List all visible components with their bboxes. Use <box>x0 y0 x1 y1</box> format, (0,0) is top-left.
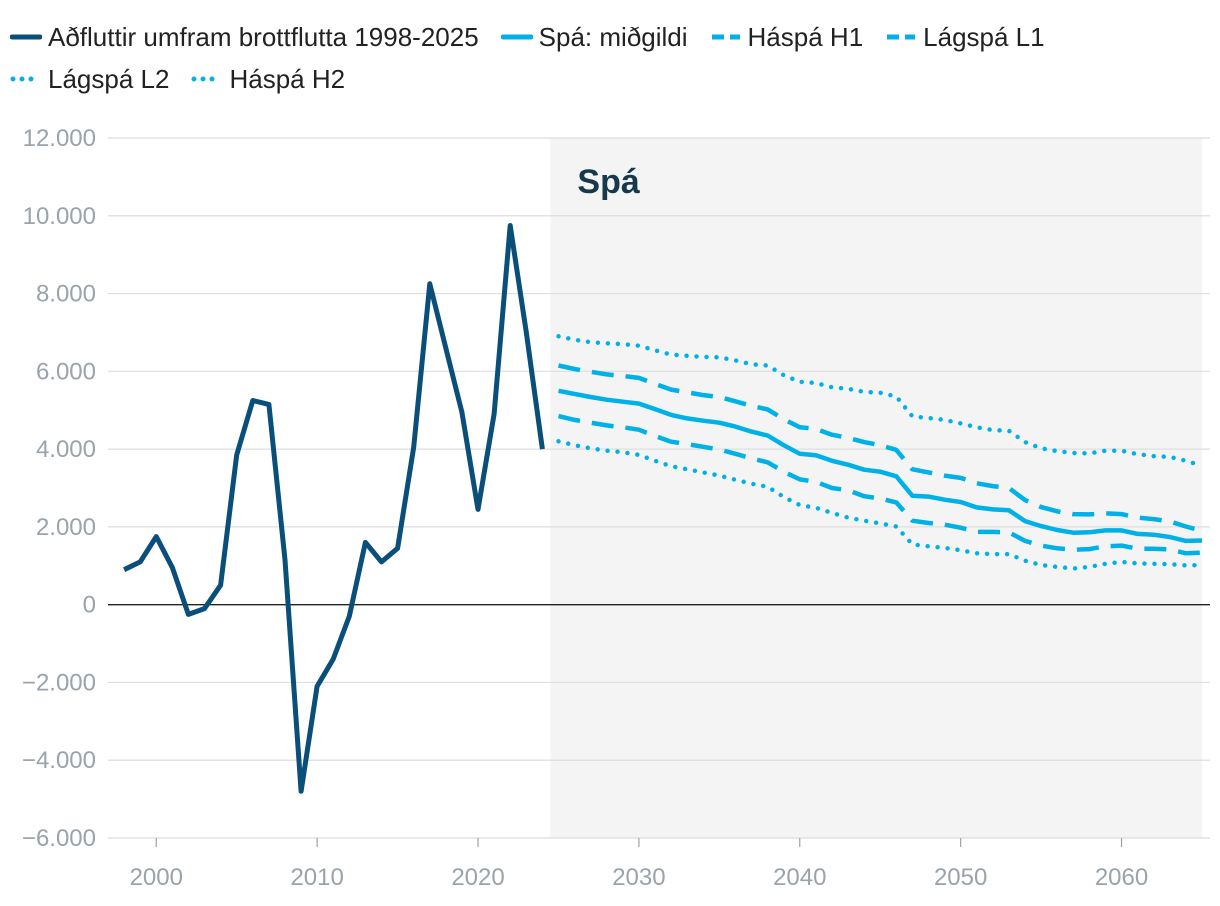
y-tick-label: −4.000 <box>22 747 96 774</box>
legend-item-median-forecast[interactable]: Spá: miðgildi <box>500 21 688 53</box>
series-line-1 <box>558 388 1203 544</box>
y-tick-label: 6.000 <box>36 358 96 385</box>
series-line-4 <box>556 439 1205 571</box>
legend-label-high-h1: Háspá H1 <box>747 21 864 52</box>
series-line-5 <box>556 334 1205 469</box>
legend-label-low-l1: Lágspá L1 <box>923 21 1045 52</box>
x-tick-label: 2050 <box>934 864 987 891</box>
x-tick-label: 2030 <box>612 864 665 891</box>
series-line-0 <box>123 223 545 794</box>
legend-item-low-l1[interactable]: Lágspá L1 <box>885 21 1045 53</box>
series-lines <box>123 223 1205 794</box>
x-tick-label: 2020 <box>451 864 504 891</box>
forecast-region-layer: Spá <box>550 138 1202 838</box>
y-tick-label: 0 <box>83 592 96 619</box>
y-tick-label: −6.000 <box>22 825 96 852</box>
y-tick-label: 2.000 <box>36 514 96 541</box>
legend-label-low-l2: Lágspá L2 <box>48 63 170 94</box>
legend-item-historical[interactable]: Aðfluttir umfram brottflutta 1998-2025 <box>10 22 479 53</box>
y-tick-label: −2.000 <box>22 669 96 696</box>
legend-label-historical: Aðfluttir umfram brottflutta 1998-2025 <box>48 21 479 52</box>
forecast-region <box>550 138 1202 838</box>
tick-labels: −6.000 −4.000 −2.000 0 2.000 4.000 6.000 8.000 1… <box>22 125 1148 891</box>
legend-item-high-h1[interactable]: Háspá H1 <box>710 21 864 53</box>
series-line-2 <box>558 363 1203 533</box>
legend-swatch-high-h1 <box>711 34 740 40</box>
y-tick-label: 4.000 <box>36 436 96 463</box>
legend-row-2: Lágspá L2 Háspá H2 <box>10 58 1210 100</box>
legend-swatch-median-forecast <box>500 34 533 40</box>
legend: Aðfluttir umfram brottflutta 1998-2025 S… <box>10 16 1210 100</box>
x-tick-label: 2040 <box>773 864 826 891</box>
axes <box>108 603 1210 847</box>
legend-swatch-low-l1 <box>887 34 916 40</box>
legend-item-high-h2[interactable]: Háspá H2 <box>191 64 345 95</box>
legend-swatch-historical <box>10 34 42 40</box>
y-tick-label: 10.000 <box>23 203 96 230</box>
legend-item-low-l2[interactable]: Lágspá L2 <box>10 64 169 95</box>
y-tick-label: 12.000 <box>23 125 96 152</box>
y-tick-label: 8.000 <box>36 281 96 308</box>
forecast-region-label: Spá <box>577 163 639 201</box>
legend-label-median-forecast: Spá: miðgildi <box>538 21 688 52</box>
legend-swatch-low-l2 <box>10 76 42 82</box>
legend-row-1: Aðfluttir umfram brottflutta 1998-2025 S… <box>10 16 1210 58</box>
series-line-3 <box>557 413 1203 556</box>
x-tick-label: 2060 <box>1095 864 1148 891</box>
legend-label-high-h2: Háspá H2 <box>229 63 346 94</box>
x-tick-label: 2010 <box>290 864 343 891</box>
legend-swatch-high-h2 <box>191 76 224 82</box>
x-tick-label: 2000 <box>130 864 183 891</box>
